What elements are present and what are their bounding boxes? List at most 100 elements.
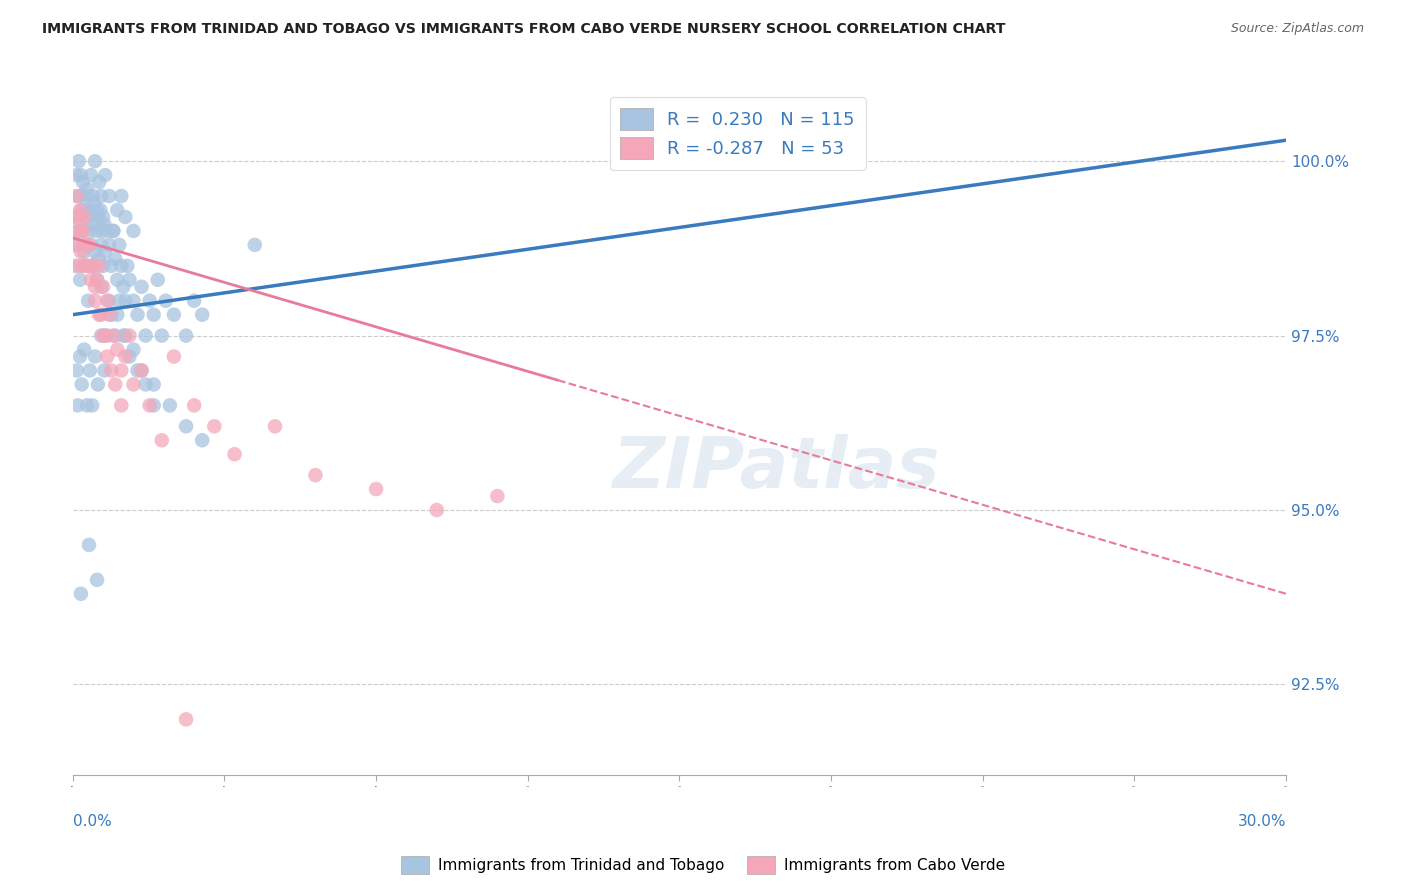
Point [110,259,132,273]
Point [174,712,197,726]
Point [86,573,108,587]
Point [114,328,136,343]
Point [80,238,103,252]
Point [122,377,145,392]
Point [191,434,214,448]
Point [73,238,96,252]
Point [486,489,509,503]
Point [191,308,214,322]
Point [70,189,93,203]
Point [135,377,157,392]
Point [66,238,89,252]
Point [91,328,114,343]
Point [73,210,96,224]
Point [82,217,104,231]
Point [70,244,93,259]
Point [122,224,145,238]
Point [155,293,177,308]
Point [63,238,86,252]
Point [105,308,128,322]
Point [131,279,153,293]
Text: 0.0%: 0.0% [73,814,111,829]
Point [146,273,169,287]
Point [86,273,108,287]
Point [110,189,132,203]
Point [73,343,96,357]
Point [98,238,121,252]
Point [104,377,127,392]
Point [87,210,110,224]
Point [108,293,131,308]
Point [86,202,108,217]
Point [110,363,132,377]
Point [627,140,650,154]
Point [131,363,153,377]
Point [105,273,128,287]
Point [76,398,98,412]
Point [243,238,266,252]
Point [87,308,110,322]
Point [67,154,90,169]
Point [84,279,107,293]
Point [87,377,110,392]
Point [112,279,135,293]
Point [108,238,131,252]
Point [103,224,125,238]
Point [103,328,125,343]
Point [87,175,110,189]
Point [83,196,105,211]
Point [163,308,186,322]
Point [80,259,103,273]
Point [163,350,186,364]
Point [105,202,128,217]
Point [66,210,89,224]
Point [70,168,93,182]
Point [77,293,100,308]
Point [150,328,173,343]
Point [72,259,94,273]
Point [70,587,93,601]
Point [72,224,94,238]
Point [82,259,104,273]
Point [90,238,112,252]
Point [84,224,107,238]
Point [94,328,117,343]
Point [91,210,114,224]
Point [73,210,96,224]
Point [118,328,141,343]
Point [114,293,136,308]
Point [100,308,122,322]
Point [142,308,165,322]
Point [91,279,114,293]
Point [70,377,93,392]
Point [104,328,127,343]
Point [131,363,153,377]
Point [67,259,90,273]
Point [76,259,98,273]
Point [66,224,89,238]
Point [364,482,387,496]
Point [82,259,104,273]
Point [77,538,100,552]
Point [118,350,141,364]
Point [66,224,89,238]
Point [117,259,139,273]
Point [76,182,98,196]
Point [87,252,110,266]
Point [98,293,121,308]
Point [224,447,246,461]
Point [122,343,145,357]
Point [72,224,94,238]
Point [65,210,87,224]
Point [138,293,160,308]
Point [90,189,112,203]
Point [73,202,96,217]
Point [80,168,103,182]
Point [90,279,112,293]
Point [142,398,165,412]
Point [183,293,205,308]
Point [105,343,128,357]
Point [72,175,94,189]
Point [63,259,86,273]
Point [69,202,91,217]
